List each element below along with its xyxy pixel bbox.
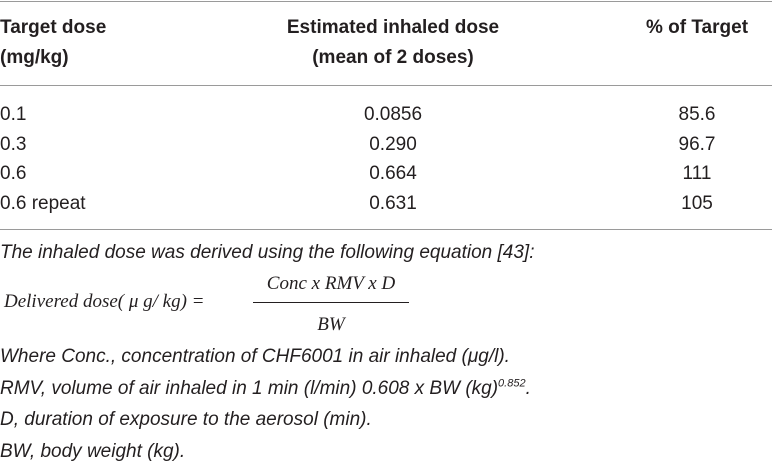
bottom-rule <box>0 229 772 230</box>
header-cell: (mg/kg) <box>0 47 69 68</box>
equation-lhs: Delivered dose( μ g/ kg) = <box>4 291 205 312</box>
definition-text: RMV, volume of air inhaled in 1 min (l/m… <box>0 377 499 399</box>
fraction-bar <box>253 302 409 303</box>
header-cell: (mean of 2 doses) <box>312 47 474 68</box>
definition-text: Where Conc., concentration of CHF6001 in… <box>0 346 510 367</box>
definition: BW, body weight (kg). <box>0 441 185 463</box>
cell: 0.290 <box>369 133 417 155</box>
header-cell: Target dose <box>0 17 107 38</box>
definition: RMV, volume of air inhaled in 1 min (l/m… <box>0 378 531 400</box>
header-cell: Estimated inhaled dose <box>286 17 500 38</box>
definition-text: D, duration of exposure to the aerosol (… <box>0 409 372 431</box>
cell: 0.6 <box>0 163 27 184</box>
cell: 85.6 <box>678 104 716 125</box>
note-intro: The inhaled dose was derived using the f… <box>0 242 535 263</box>
cell: 0.6 repeat <box>0 192 86 214</box>
top-rule <box>0 1 772 2</box>
exponent: 0.852 <box>498 377 526 390</box>
equation-numerator: Conc x RMV x D <box>266 273 396 294</box>
definition: Where Conc., concentration of CHF6001 in… <box>0 346 510 368</box>
definition: D, duration of exposure to the aerosol (… <box>0 409 372 431</box>
cell: 0.631 <box>369 192 417 214</box>
equation-denominator: BW <box>317 314 345 335</box>
cell: 0.1 <box>0 104 27 125</box>
cell: 105 <box>681 192 713 214</box>
cell: 0.0856 <box>363 104 423 125</box>
cell: 0.3 <box>0 133 27 155</box>
cell: 111 <box>682 163 712 184</box>
definition-text: BW, body weight (kg). <box>0 441 186 463</box>
header-rule <box>0 85 772 86</box>
definition-tail: . <box>525 377 531 399</box>
cell: 96.7 <box>678 133 716 155</box>
cell: 0.664 <box>369 163 417 184</box>
header-cell: % of Target <box>645 17 749 38</box>
